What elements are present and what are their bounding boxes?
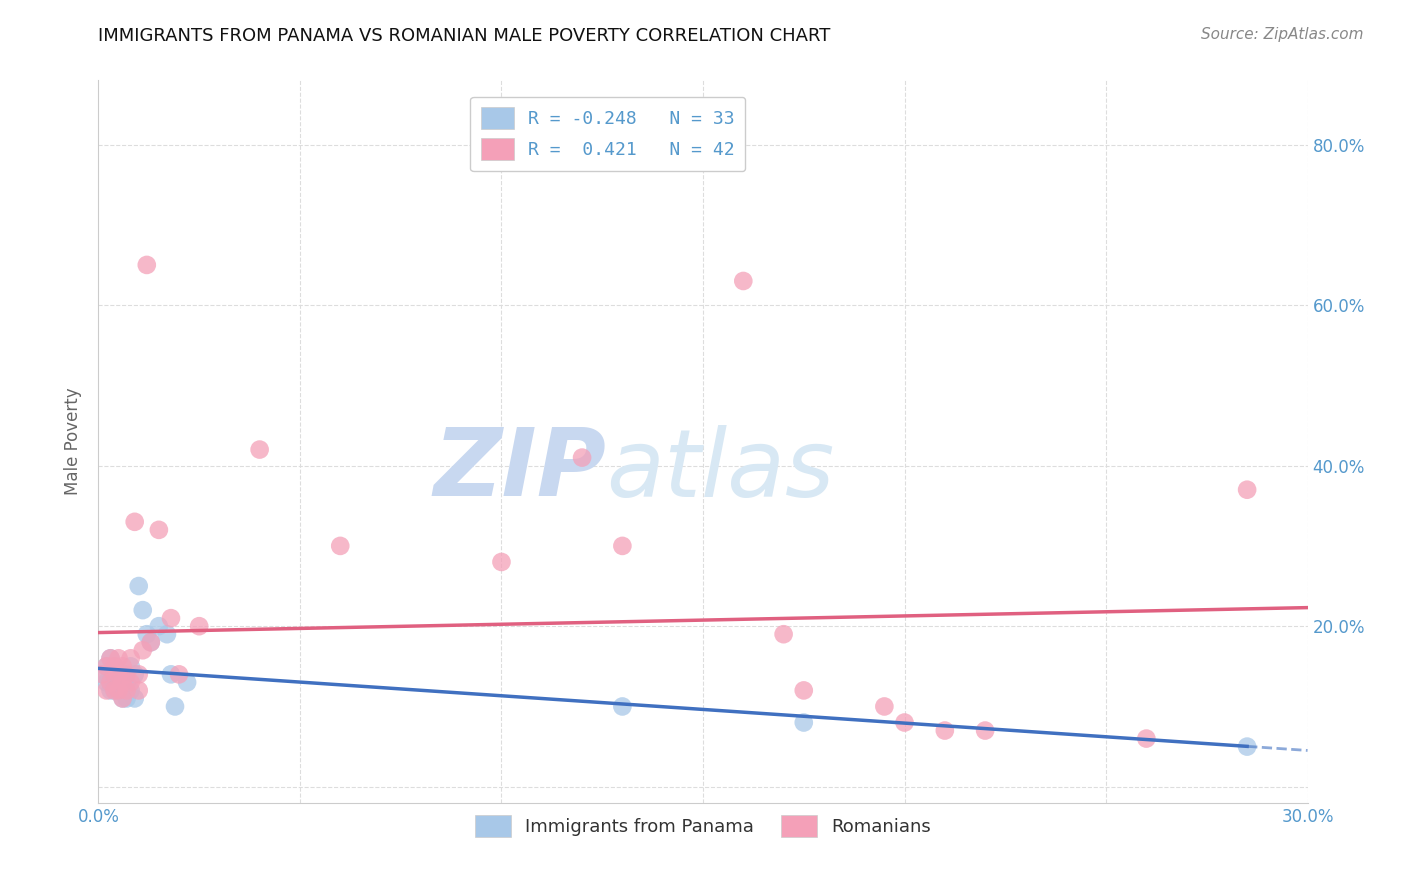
Point [96, 675, 118, 690]
Point [100, 651, 122, 665]
Point [128, 683, 150, 698]
Point [111, 659, 134, 673]
Point [111, 667, 134, 681]
Point [96, 683, 118, 698]
Point [491, 555, 513, 569]
Point [107, 683, 129, 698]
Point [107, 667, 129, 681]
Point [103, 675, 125, 690]
Point [120, 651, 142, 665]
Point [115, 675, 138, 690]
Text: ZIP: ZIP [433, 425, 606, 516]
Point [132, 643, 155, 657]
Point [1236, 739, 1258, 754]
Point [103, 667, 125, 681]
Point [103, 659, 125, 673]
Point [176, 675, 198, 690]
Point [148, 523, 170, 537]
Point [793, 715, 815, 730]
Point [873, 699, 896, 714]
Y-axis label: Male Poverty: Male Poverty [65, 388, 83, 495]
Point [103, 683, 125, 698]
Point [163, 699, 186, 714]
Point [115, 667, 138, 681]
Point [934, 723, 956, 738]
Point [124, 667, 146, 681]
Point [1135, 731, 1157, 746]
Point [111, 683, 134, 698]
Point [120, 659, 142, 673]
Point [107, 675, 129, 690]
Point [249, 442, 271, 457]
Point [135, 258, 157, 272]
Point [139, 635, 162, 649]
Point [167, 667, 190, 681]
Point [100, 683, 122, 698]
Point [107, 683, 129, 698]
Point [103, 659, 125, 673]
Point [120, 675, 142, 690]
Point [571, 450, 593, 465]
Point [139, 635, 162, 649]
Point [128, 579, 150, 593]
Point [124, 515, 146, 529]
Point [91, 667, 114, 681]
Point [115, 683, 138, 698]
Point [128, 667, 150, 681]
Point [1236, 483, 1258, 497]
Text: IMMIGRANTS FROM PANAMA VS ROMANIAN MALE POVERTY CORRELATION CHART: IMMIGRANTS FROM PANAMA VS ROMANIAN MALE … [98, 27, 831, 45]
Point [111, 691, 134, 706]
Legend: Immigrants from Panama, Romanians: Immigrants from Panama, Romanians [467, 808, 939, 845]
Point [111, 675, 134, 690]
Point [96, 659, 118, 673]
Point [329, 539, 352, 553]
Text: atlas: atlas [606, 425, 835, 516]
Point [974, 723, 997, 738]
Point [107, 651, 129, 665]
Point [156, 627, 179, 641]
Point [120, 683, 142, 698]
Text: Source: ZipAtlas.com: Source: ZipAtlas.com [1201, 27, 1364, 42]
Point [793, 683, 815, 698]
Point [148, 619, 170, 633]
Point [91, 667, 114, 681]
Point [160, 667, 183, 681]
Point [96, 659, 118, 673]
Point [100, 675, 122, 690]
Point [612, 699, 634, 714]
Point [893, 715, 915, 730]
Point [132, 603, 155, 617]
Point [111, 691, 134, 706]
Point [772, 627, 794, 641]
Point [107, 667, 129, 681]
Point [100, 675, 122, 690]
Point [115, 691, 138, 706]
Point [612, 539, 634, 553]
Point [160, 611, 183, 625]
Point [124, 691, 146, 706]
Point [188, 619, 211, 633]
Point [100, 651, 122, 665]
Point [135, 627, 157, 641]
Point [733, 274, 755, 288]
Point [103, 683, 125, 698]
